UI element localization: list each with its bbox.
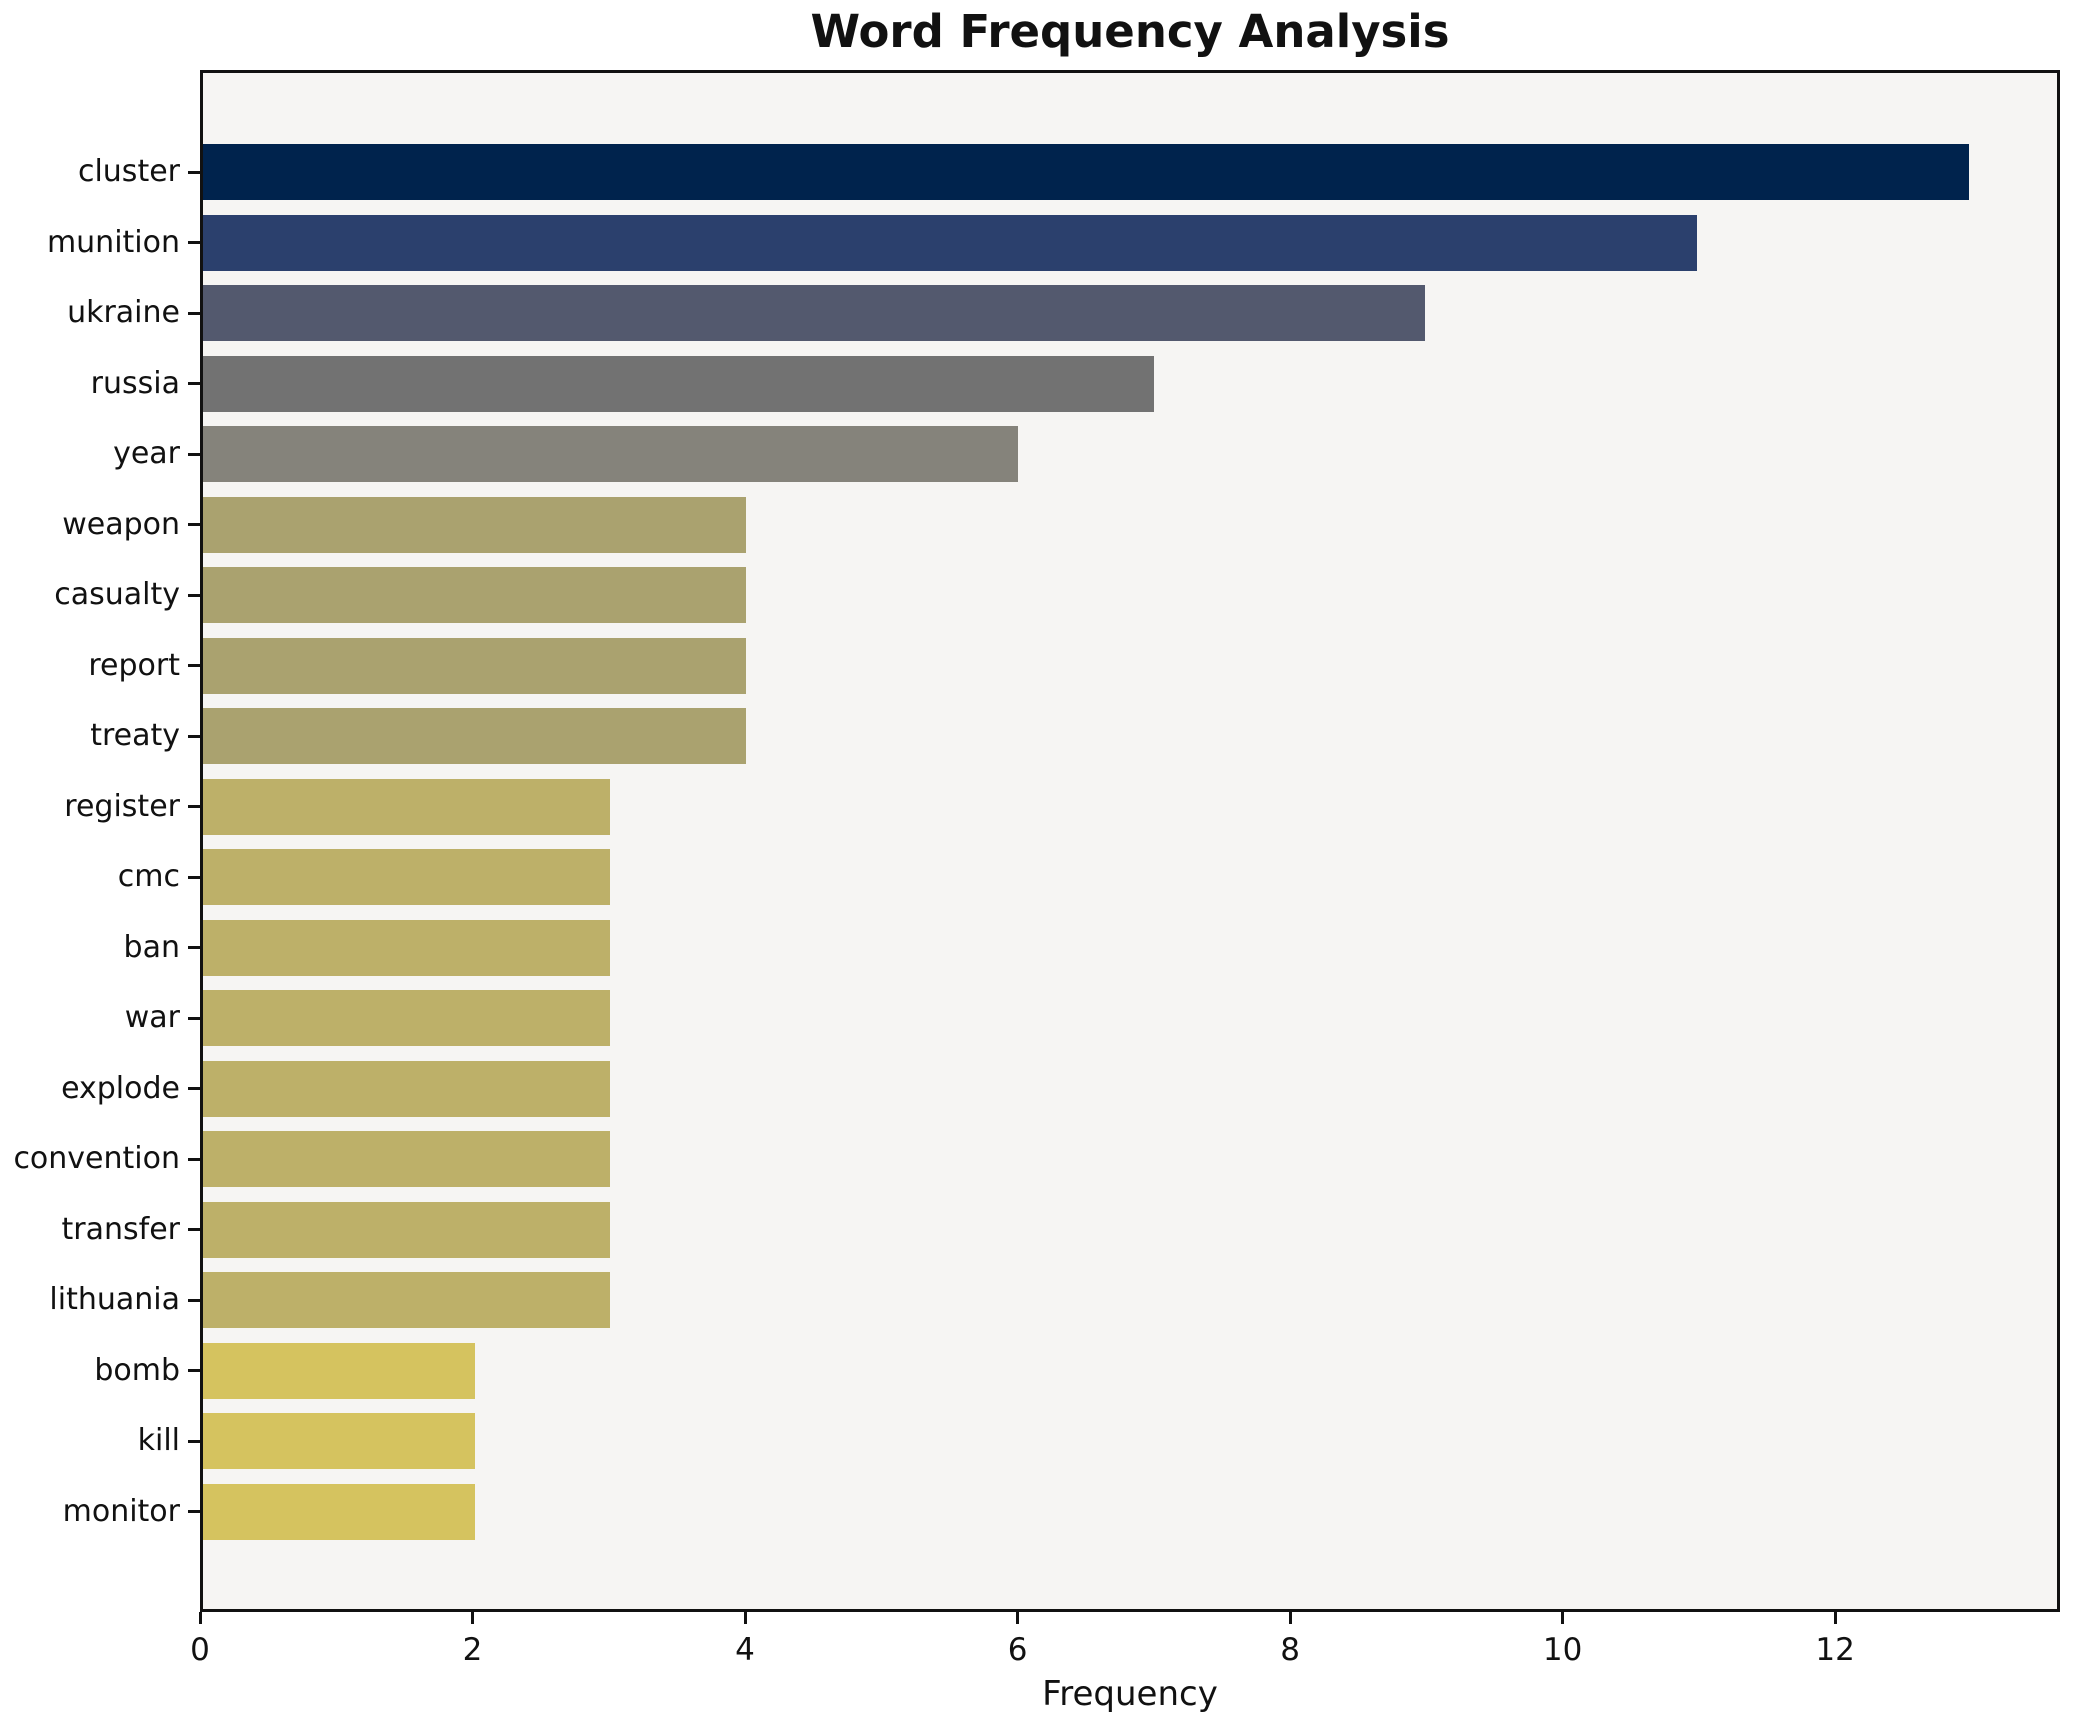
bar-row: [203, 355, 1154, 412]
bar-cmc: [203, 849, 611, 905]
y-tick-label-cmc: cmc: [117, 859, 180, 894]
y-tick-label-kill: kill: [137, 1423, 180, 1458]
bar-year: [203, 426, 1018, 482]
bar-row: [203, 1272, 611, 1328]
bar-row: [203, 144, 1969, 200]
bar-lithuania: [203, 1272, 611, 1328]
y-tick-label-report: report: [88, 647, 180, 683]
bar-transfer: [203, 1201, 611, 1258]
bar-report: [203, 637, 747, 694]
y-tick-label-bomb: bomb: [94, 1352, 180, 1388]
chart-title: Word Frequency Analysis: [810, 5, 1450, 58]
bar-convention: [203, 1131, 611, 1187]
bar-row: [203, 426, 1018, 482]
x-tick-mark: [198, 1612, 202, 1624]
x-tick-label-2: 2: [462, 1632, 483, 1668]
y-tick-label-convention: convention: [13, 1141, 180, 1176]
y-tick-mark: [188, 241, 200, 244]
y-tick-mark: [188, 1087, 200, 1090]
y-tick-label-casualty: casualty: [54, 577, 180, 612]
y-tick-label-weapon: weapon: [62, 506, 180, 542]
y-tick-mark: [188, 875, 200, 879]
y-tick-mark: [188, 1369, 200, 1372]
y-tick-mark: [188, 805, 200, 808]
y-tick-label-russia: russia: [90, 365, 180, 401]
x-tick-mark: [1016, 1612, 1020, 1624]
bar-ukraine: [203, 285, 1426, 341]
x-tick-mark: [743, 1612, 747, 1624]
bar-explode: [203, 1060, 611, 1117]
bar-casualty: [203, 567, 747, 623]
y-tick-mark: [188, 1439, 200, 1443]
bar-row: [203, 285, 1426, 341]
bar-row: [203, 990, 611, 1046]
y-tick-label-monitor: monitor: [62, 1493, 180, 1529]
bar-row: [203, 496, 747, 553]
bar-row: [203, 637, 747, 694]
y-tick-mark: [188, 523, 200, 526]
bar-row: [203, 849, 611, 905]
y-tick-label-treaty: treaty: [90, 718, 180, 753]
y-tick-label-transfer: transfer: [61, 1211, 180, 1247]
y-tick-mark: [188, 1510, 200, 1513]
x-tick-mark: [1833, 1612, 1837, 1624]
y-tick-mark: [188, 593, 200, 597]
bar-row: [203, 567, 747, 623]
bar-row: [203, 1201, 611, 1258]
x-tick-label-12: 12: [1815, 1632, 1855, 1668]
bar-row: [203, 1131, 611, 1187]
bar-row: [203, 1060, 611, 1117]
bar-bomb: [203, 1342, 475, 1399]
bar-register: [203, 778, 611, 835]
y-tick-label-year: year: [113, 436, 180, 471]
x-tick-label-10: 10: [1542, 1632, 1583, 1668]
bar-russia: [203, 355, 1154, 412]
bar-kill: [203, 1413, 475, 1469]
bar-row: [203, 778, 611, 835]
bar-row: [203, 708, 747, 764]
bar-row: [203, 919, 611, 976]
x-tick-mark: [471, 1612, 475, 1624]
y-tick-label-war: war: [124, 1000, 180, 1035]
bar-row: [203, 1483, 475, 1540]
bar-row: [203, 214, 1698, 271]
bar-row: [203, 1342, 475, 1399]
y-tick-mark: [188, 170, 200, 174]
bar-row: [203, 1413, 475, 1469]
x-axis-label: Frequency: [1042, 1674, 1218, 1714]
bar-monitor: [203, 1483, 475, 1540]
x-tick-label-8: 8: [1280, 1632, 1300, 1668]
y-tick-mark: [188, 734, 200, 738]
y-tick-mark: [188, 664, 200, 667]
bar-treaty: [203, 708, 747, 764]
y-tick-mark: [188, 1228, 200, 1231]
y-tick-label-cluster: cluster: [77, 154, 180, 189]
y-tick-label-lithuania: lithuania: [49, 1282, 180, 1317]
y-tick-label-ban: ban: [123, 929, 180, 965]
y-tick-label-explode: explode: [61, 1070, 180, 1106]
y-tick-mark: [188, 452, 200, 456]
x-tick-label-0: 0: [190, 1632, 210, 1668]
x-tick-label-4: 4: [735, 1632, 755, 1668]
bar-ban: [203, 919, 611, 976]
y-tick-label-ukraine: ukraine: [67, 295, 180, 330]
x-tick-mark: [1288, 1612, 1292, 1624]
bar-war: [203, 990, 611, 1046]
y-tick-mark: [188, 1016, 200, 1020]
x-tick-label-6: 6: [1007, 1632, 1028, 1668]
bar-weapon: [203, 496, 747, 553]
y-tick-label-munition: munition: [46, 224, 180, 260]
y-tick-mark: [188, 311, 200, 315]
bar-munition: [203, 214, 1698, 271]
bar-cluster: [203, 144, 1969, 200]
y-tick-mark: [188, 1157, 200, 1161]
y-tick-label-register: register: [64, 788, 180, 824]
plot-area: [200, 70, 2060, 1612]
y-tick-mark: [188, 1298, 200, 1302]
x-tick-mark: [1561, 1612, 1565, 1624]
y-tick-mark: [188, 382, 200, 385]
y-tick-mark: [188, 946, 200, 949]
